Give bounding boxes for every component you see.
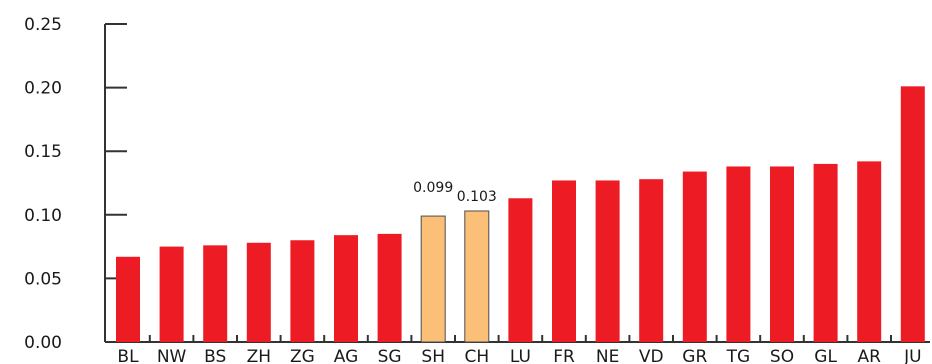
bar-sg: [377, 233, 402, 342]
x-tick-label: AG: [334, 347, 359, 364]
y-tick-label: 0.10: [24, 206, 62, 226]
x-tick-label: LU: [510, 347, 531, 364]
bar-ju: [900, 86, 925, 342]
x-tick-label: AR: [857, 347, 881, 364]
y-tick-label: 0.05: [24, 269, 62, 289]
x-tick-label: SO: [770, 347, 794, 364]
x-tick-label: ZG: [290, 347, 315, 364]
x-tick-label: CH: [464, 347, 489, 364]
x-tick-label: VD: [639, 347, 664, 364]
bar-ne: [595, 180, 620, 342]
x-tick-label: JU: [903, 347, 921, 364]
bar-bs: [203, 245, 228, 342]
bar-so: [770, 166, 794, 342]
bar-fr: [552, 180, 576, 342]
data-label-sh: 0.099: [413, 180, 453, 196]
y-tick-label: 0.15: [24, 142, 62, 162]
x-tick-label: ZH: [247, 347, 271, 364]
bar-lu: [508, 198, 533, 342]
x-tick-label: GR: [682, 347, 707, 364]
y-tick-label: 0.25: [24, 15, 62, 35]
x-tick-label: SH: [421, 347, 445, 364]
bar-vd: [639, 179, 664, 342]
x-tick-label: FR: [553, 347, 575, 364]
x-axis: BL NW BS ZH ZG AG SG SH CH LU FR NE VD GR TG SO GL AR JU: [105, 335, 930, 364]
x-tick-label: NW: [157, 347, 187, 364]
y-tick-label: 0.00: [24, 333, 62, 353]
x-tick-label: GL: [814, 347, 837, 364]
bar-nw: [159, 246, 184, 342]
x-tick-label: BL: [117, 347, 139, 364]
x-tick-label: TG: [726, 347, 751, 364]
data-label-ch: 0.103: [457, 189, 497, 205]
bar-bl: [116, 256, 140, 342]
bar-sh: [420, 215, 446, 343]
bar-zh: [246, 242, 271, 342]
x-tick-label: BS: [204, 347, 226, 364]
bar-gl: [813, 163, 838, 342]
bar-tg: [726, 166, 751, 342]
bar-zg: [290, 240, 315, 342]
bar-ch: [464, 210, 490, 343]
y-axis: 0.00 0.05 0.10 0.15 0.20 0.25: [24, 15, 127, 353]
bars: [116, 86, 925, 343]
x-tick-label: NE: [596, 347, 619, 364]
x-tick-label: SG: [378, 347, 402, 364]
bar-ar: [857, 161, 882, 342]
y-tick-label: 0.20: [24, 79, 62, 99]
bar-ag: [334, 235, 358, 342]
bar-gr: [682, 171, 707, 342]
